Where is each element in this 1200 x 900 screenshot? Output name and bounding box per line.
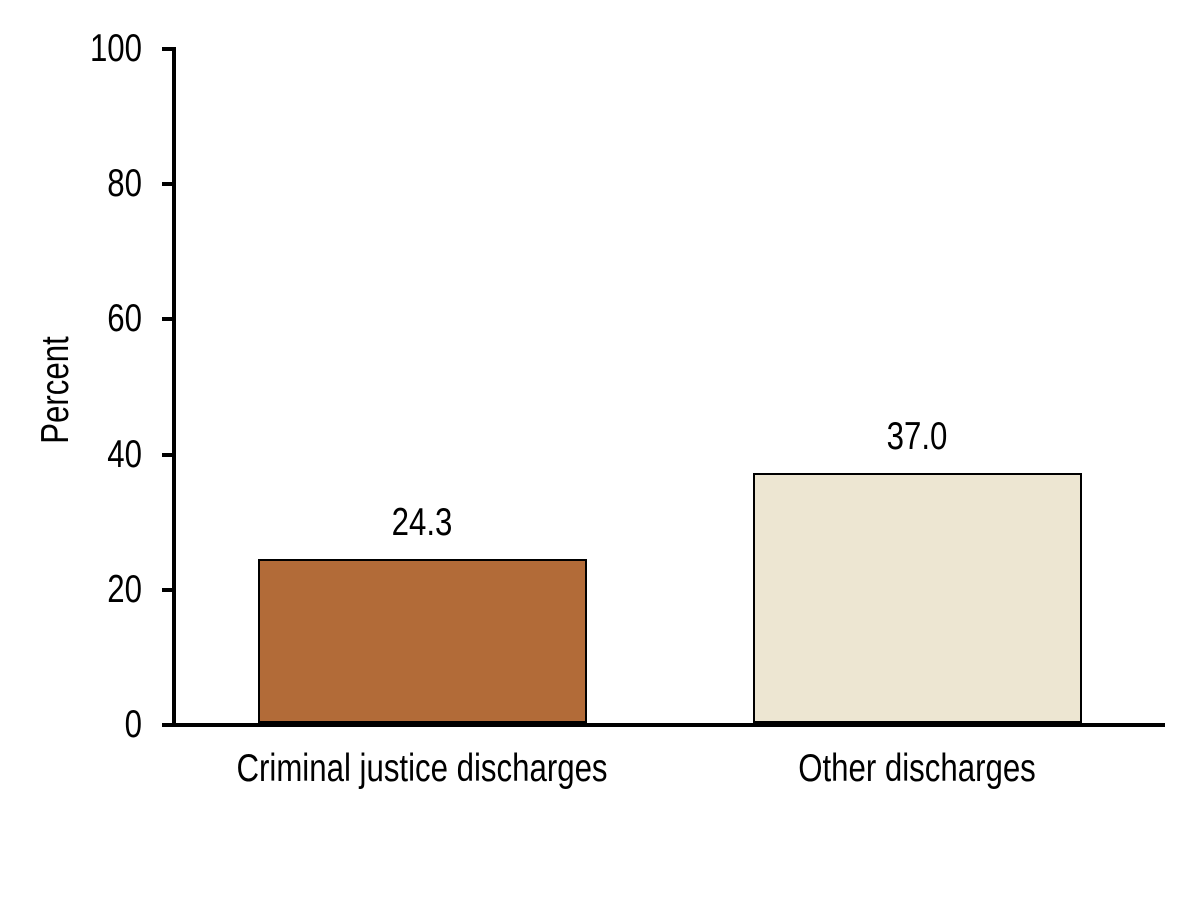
bar-other-discharges	[753, 473, 1082, 723]
bar-criminal-justice-discharges	[258, 559, 587, 723]
bar-value-label-other: 37.0	[886, 414, 948, 458]
y-axis-tick-label-100: 100	[89, 27, 142, 70]
y-axis-tick-100	[162, 47, 173, 51]
y-axis-tick-20	[162, 587, 173, 592]
y-axis-tick-label-40: 40	[107, 432, 142, 476]
category-label-criminal-justice: Criminal justice discharges	[236, 747, 608, 790]
y-axis-tick-label-80: 80	[107, 162, 142, 206]
y-axis-tick-40	[162, 452, 173, 457]
y-axis-tick-80	[162, 182, 173, 187]
y-axis-tick-label-60: 60	[107, 297, 142, 341]
y-axis-tick-label-20: 20	[107, 567, 142, 611]
bar-value-label-criminal-justice: 24.3	[391, 500, 453, 544]
y-axis-line	[172, 47, 176, 727]
category-label-other: Other discharges	[798, 747, 1036, 790]
y-axis-tick-0	[162, 723, 173, 727]
y-axis-tick-60	[162, 317, 173, 322]
y-axis-tick-label-0: 0	[124, 703, 142, 746]
x-axis-line	[163, 723, 1165, 727]
